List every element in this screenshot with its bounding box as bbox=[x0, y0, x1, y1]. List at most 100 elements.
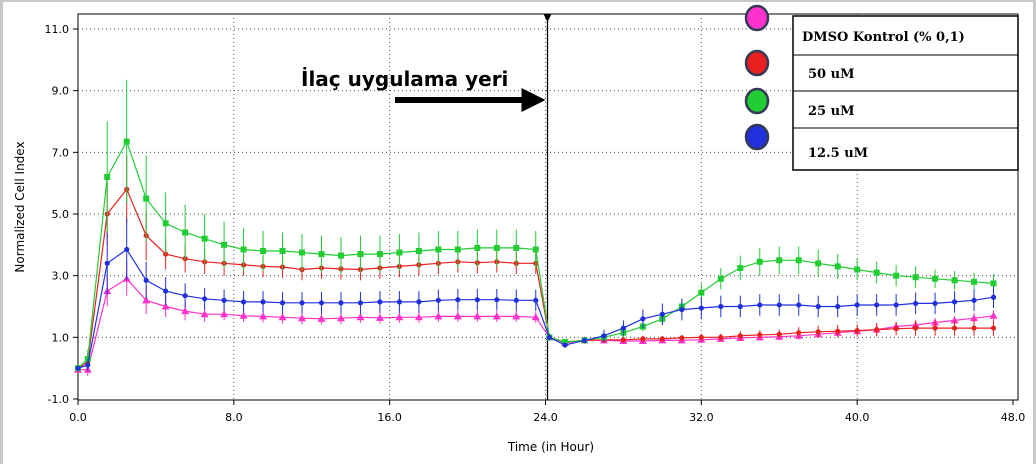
legend-swatch bbox=[744, 123, 770, 151]
y-axis-title: Normalized Cell Index bbox=[13, 141, 27, 272]
data-point bbox=[415, 248, 422, 254]
series-3 bbox=[75, 218, 997, 372]
data-point bbox=[240, 246, 247, 253]
data-point bbox=[474, 297, 480, 303]
data-point bbox=[104, 260, 110, 266]
data-point bbox=[698, 305, 704, 311]
y-tick-label: 9.0 bbox=[52, 85, 70, 98]
data-point bbox=[971, 297, 977, 303]
data-point bbox=[737, 303, 743, 310]
x-tick-label: 0.0 bbox=[69, 411, 87, 424]
data-point bbox=[913, 325, 919, 331]
data-point bbox=[124, 246, 130, 253]
data-point bbox=[143, 277, 149, 283]
data-point bbox=[182, 293, 188, 299]
data-point bbox=[493, 244, 500, 251]
data-point bbox=[318, 251, 325, 258]
data-point bbox=[531, 313, 540, 321]
data-point bbox=[435, 246, 442, 253]
data-point bbox=[376, 251, 383, 258]
data-point bbox=[279, 300, 286, 306]
series-layer bbox=[74, 79, 998, 376]
data-point bbox=[951, 277, 958, 284]
data-point bbox=[620, 337, 627, 343]
data-point bbox=[513, 297, 519, 303]
data-point bbox=[874, 327, 880, 333]
data-point bbox=[912, 274, 919, 281]
data-point bbox=[854, 266, 861, 273]
x-tick-label: 8.0 bbox=[225, 411, 243, 424]
data-point bbox=[640, 336, 646, 342]
data-point bbox=[356, 313, 365, 321]
data-point bbox=[455, 297, 461, 303]
data-point bbox=[893, 326, 899, 332]
data-point bbox=[698, 289, 705, 296]
legend-label: DMSO Kontrol (% 0,1) bbox=[802, 30, 965, 45]
data-point bbox=[143, 195, 150, 202]
x-tick-label: 24.0 bbox=[533, 411, 558, 424]
x-axis-title: Time (in Hour) bbox=[507, 440, 594, 454]
data-point bbox=[434, 312, 443, 320]
data-point bbox=[854, 302, 860, 308]
x-tick-label: 32.0 bbox=[689, 411, 714, 424]
x-tick-label: 40.0 bbox=[845, 411, 870, 424]
data-point bbox=[396, 249, 403, 256]
treatment-line-top-marker bbox=[543, 14, 552, 22]
axes: 0.0 8.0 16.0 24.0 32.0 40.0 48.0 -1.0 1.0 3.0 5.0 7… bbox=[45, 23, 1026, 424]
data-point bbox=[279, 248, 286, 254]
data-point bbox=[161, 302, 170, 310]
data-point bbox=[375, 313, 384, 321]
data-point bbox=[932, 275, 939, 282]
data-point bbox=[453, 312, 462, 320]
data-point bbox=[815, 303, 821, 310]
data-point bbox=[913, 300, 919, 307]
data-point bbox=[317, 314, 326, 322]
data-point bbox=[601, 333, 607, 339]
data-point bbox=[512, 312, 521, 320]
data-point bbox=[990, 294, 997, 300]
data-point bbox=[395, 313, 404, 321]
data-point bbox=[561, 338, 568, 345]
data-point bbox=[795, 257, 802, 264]
data-point bbox=[260, 248, 267, 254]
data-point bbox=[416, 299, 422, 305]
data-point bbox=[377, 299, 383, 305]
data-point bbox=[239, 311, 248, 319]
data-point bbox=[221, 241, 228, 248]
data-point bbox=[75, 365, 81, 371]
legend: DMSO Kontrol (% 0,1) 50 uM 25 uM 12.5 uM bbox=[744, 4, 1019, 171]
data-point bbox=[776, 257, 783, 264]
data-point bbox=[717, 275, 724, 282]
data-point bbox=[989, 311, 998, 319]
data-point bbox=[201, 235, 208, 242]
data-point bbox=[338, 300, 344, 306]
data-point bbox=[474, 244, 481, 251]
y-tick-label: 11.0 bbox=[45, 23, 70, 36]
data-point bbox=[873, 269, 880, 276]
data-point bbox=[835, 328, 841, 334]
data-point bbox=[796, 330, 802, 336]
annotation-text: İlaç uygulama yeri bbox=[301, 67, 508, 91]
data-point bbox=[532, 246, 539, 253]
data-point bbox=[182, 229, 189, 236]
annotation-arrow bbox=[395, 88, 546, 112]
data-point bbox=[202, 296, 208, 302]
y-tick-label: -1.0 bbox=[48, 393, 69, 406]
x-tick-label: 48.0 bbox=[1001, 411, 1026, 424]
data-point bbox=[562, 342, 568, 348]
data-point bbox=[757, 332, 763, 338]
data-point bbox=[546, 334, 552, 340]
data-point bbox=[776, 331, 782, 337]
data-point bbox=[163, 288, 169, 294]
data-point bbox=[299, 249, 306, 256]
data-point bbox=[454, 246, 461, 253]
data-point bbox=[776, 302, 782, 308]
data-point bbox=[932, 300, 938, 307]
data-point bbox=[951, 325, 958, 331]
data-point bbox=[142, 296, 151, 304]
data-point bbox=[971, 325, 977, 331]
annotation-arrow-head bbox=[521, 88, 546, 112]
data-point bbox=[357, 251, 364, 258]
data-point bbox=[815, 329, 821, 335]
